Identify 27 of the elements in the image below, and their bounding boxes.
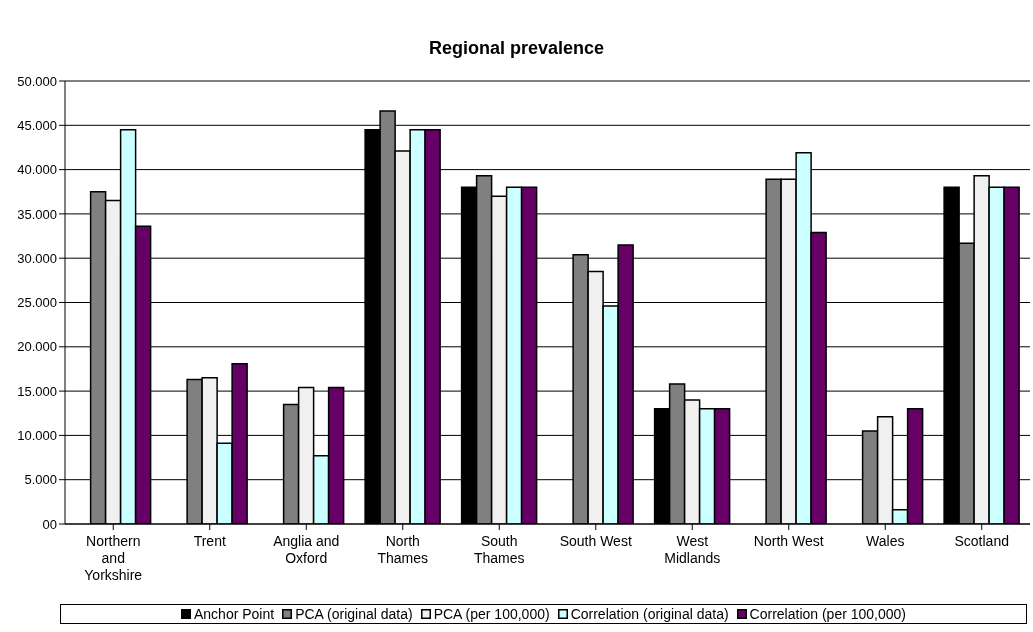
y-tick-label: 40.000 — [17, 162, 57, 178]
x-tick-label: South Thames — [473, 533, 525, 566]
y-tick-label: 15.000 — [17, 383, 57, 399]
x-tick-label: Northern and Yorkshire — [84, 533, 143, 583]
y-tick-label: 5.000 — [24, 472, 57, 488]
legend-label: PCA (original data) — [295, 606, 413, 622]
y-tick-label: 45.000 — [17, 117, 57, 133]
chart-title: Regional prevalence — [427, 38, 606, 59]
y-tick-label: 10.000 — [17, 428, 57, 444]
x-tick-label: Anglia and Oxford — [273, 533, 340, 566]
y-tick-label: 20.000 — [17, 339, 57, 355]
legend-label: Anchor Point — [193, 606, 275, 622]
x-tick-label: West Midlands — [664, 533, 721, 566]
y-tick-label: 25.000 — [17, 295, 57, 311]
legend-label: Correlation (per 100,000) — [749, 606, 907, 622]
x-tick-label: Scotland — [954, 533, 1009, 549]
x-tick-label: North Thames — [377, 533, 429, 566]
x-tick-label: Trent — [193, 533, 226, 549]
x-tick-label: South West — [559, 533, 632, 549]
legend-label: Correlation (original data) — [570, 606, 729, 622]
y-tick-label: 50.000 — [17, 73, 57, 89]
x-tick-label: North West — [753, 533, 824, 549]
x-tick-label: Wales — [866, 533, 905, 549]
y-tick-label: 35.000 — [17, 206, 57, 222]
legend-label: PCA (per 100,000) — [433, 606, 550, 622]
y-tick-label: 30.000 — [17, 250, 57, 266]
y-tick-label: 00 — [42, 516, 57, 532]
